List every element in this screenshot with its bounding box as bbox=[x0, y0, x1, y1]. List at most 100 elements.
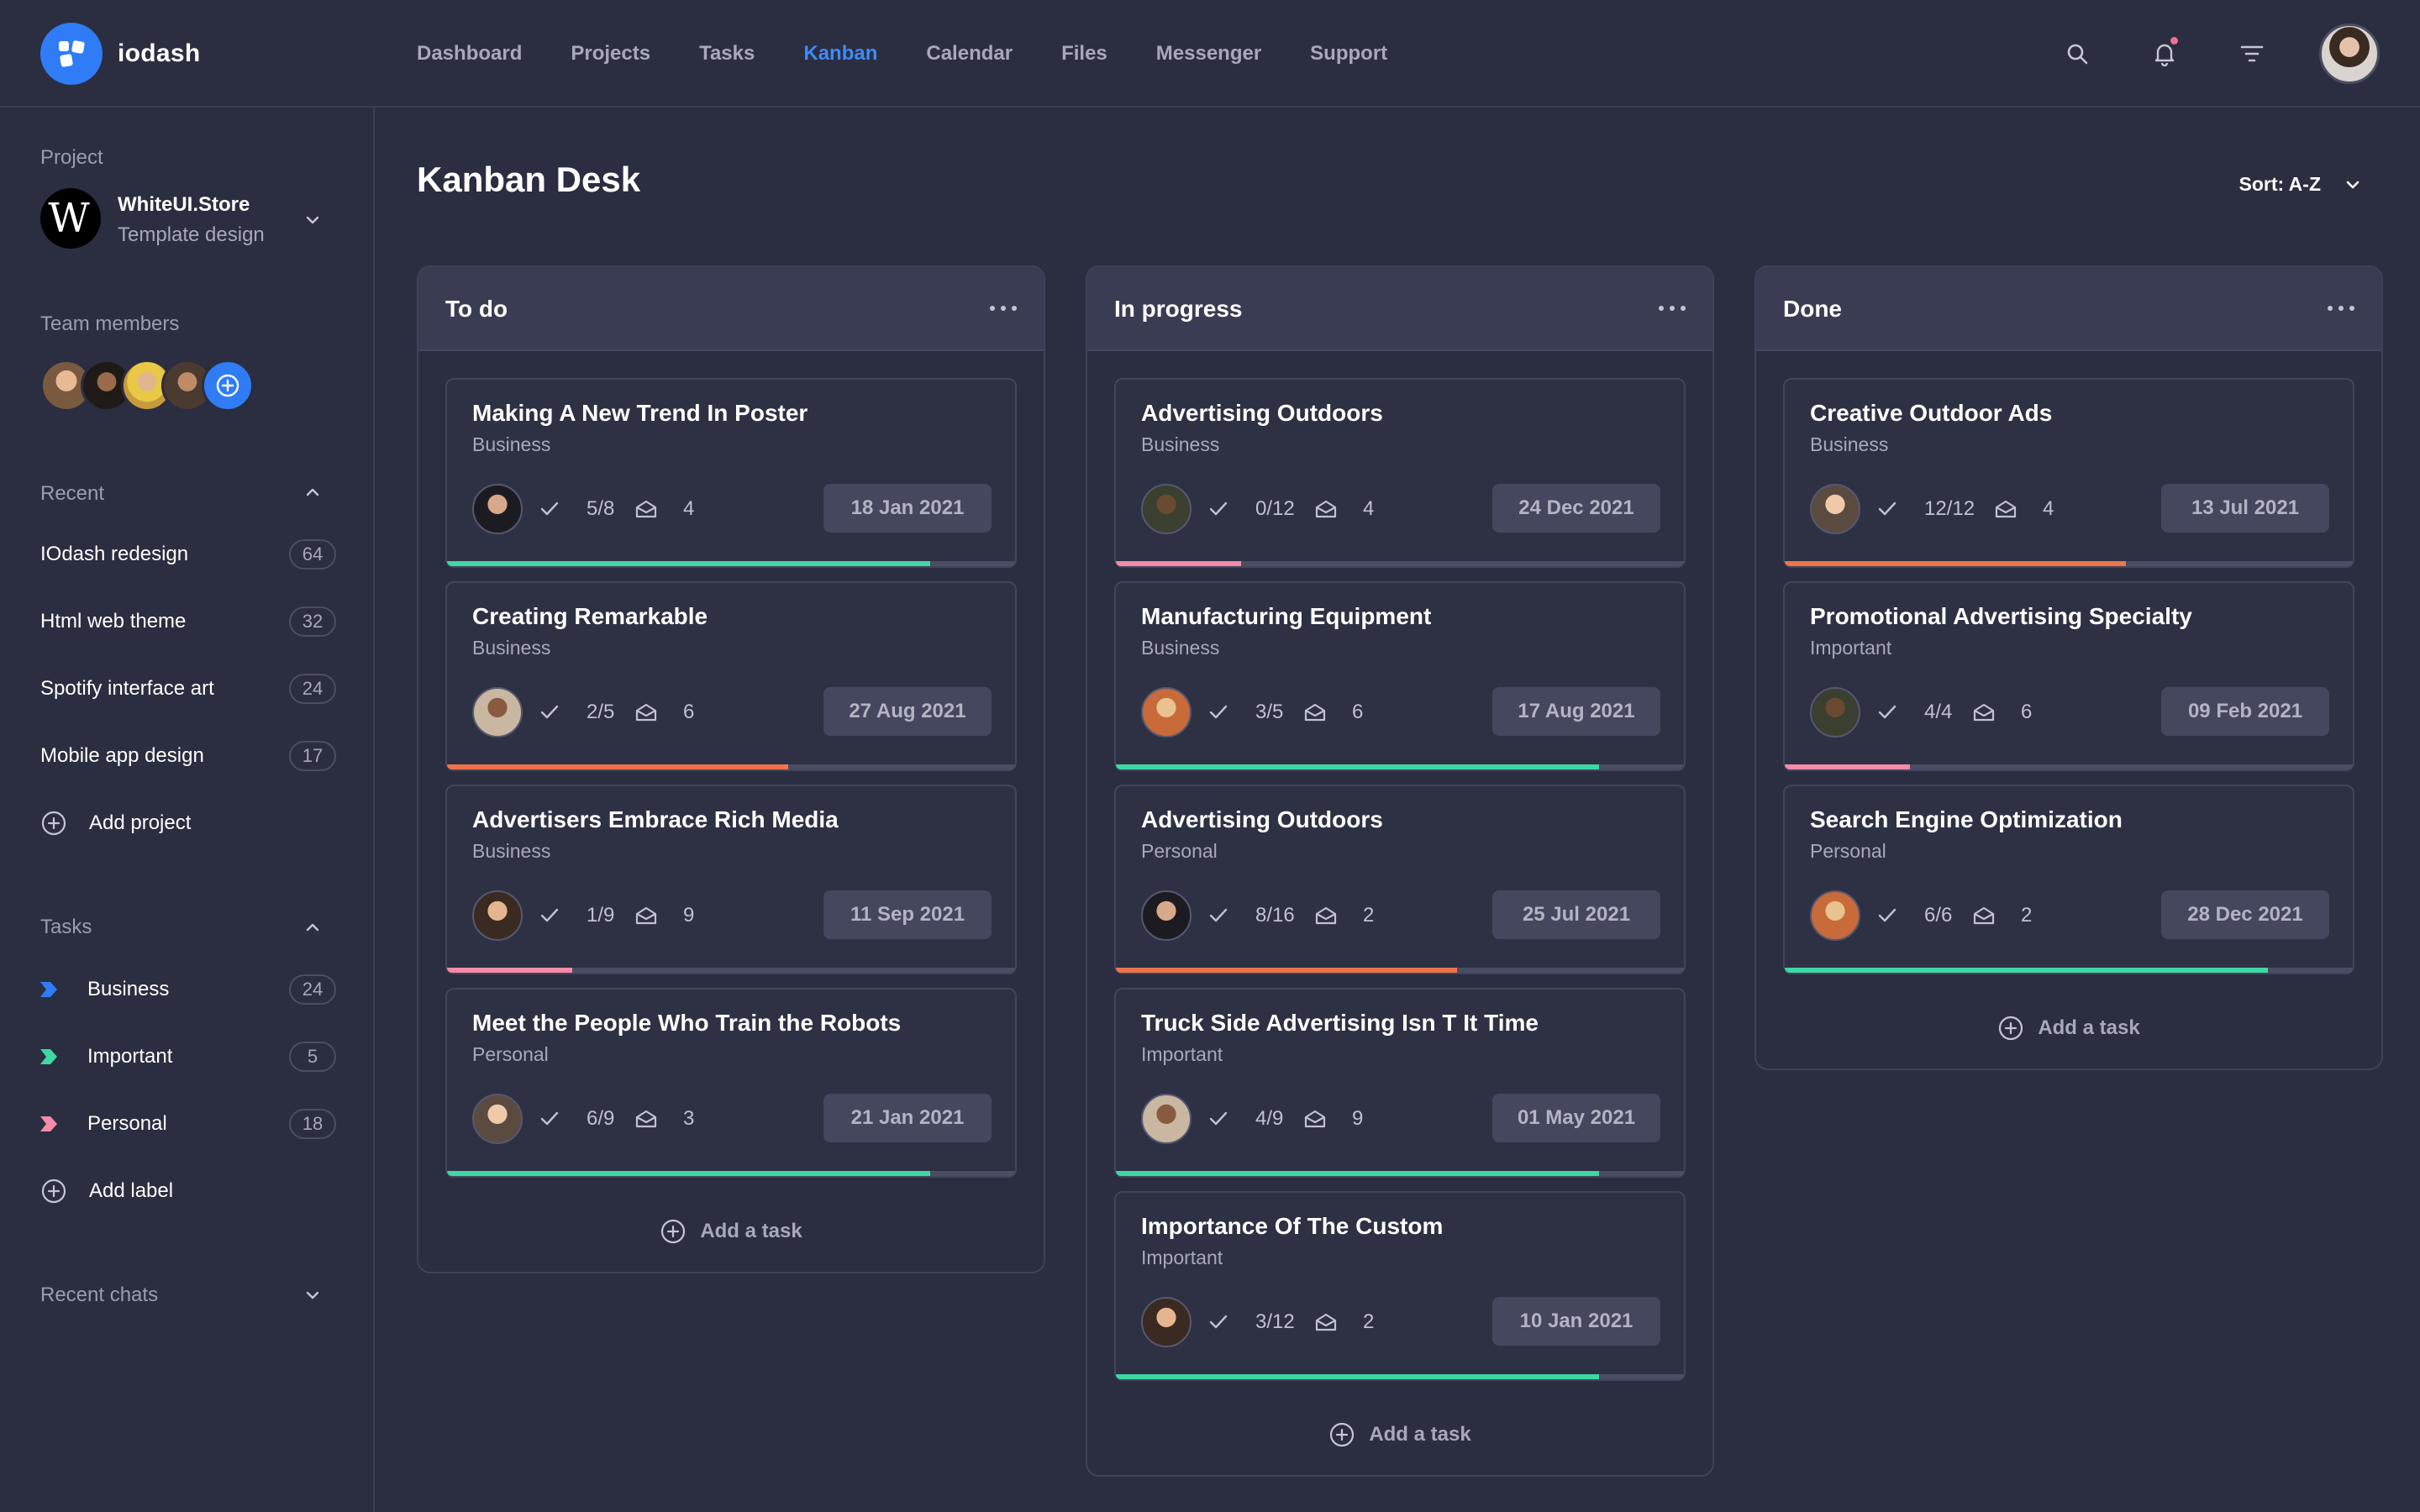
card-category: Business bbox=[472, 637, 551, 659]
more-options-icon[interactable] bbox=[2328, 296, 2354, 321]
assignee-avatar[interactable] bbox=[1810, 484, 1860, 534]
task-card[interactable]: Advertisers Embrace Rich Media Business 1/… bbox=[445, 785, 1017, 974]
due-date-badge: 27 Aug 2021 bbox=[823, 687, 992, 736]
project-logo: W bbox=[40, 188, 101, 249]
kanban-column: Done Creative Outdoor Ads Business 12/12 4 13… bbox=[1754, 265, 2383, 1070]
assignee-avatar[interactable] bbox=[472, 484, 523, 534]
more-options-icon[interactable] bbox=[990, 296, 1017, 321]
task-label-text: Important bbox=[87, 1045, 173, 1068]
assignee-avatar[interactable] bbox=[472, 687, 523, 738]
task-card[interactable]: Truck Side Advertising Isn T It Time Impo… bbox=[1114, 988, 1686, 1178]
recent-chats-chevron-down-icon[interactable] bbox=[302, 1285, 323, 1305]
task-card[interactable]: Meet the People Who Train the Robots Pers… bbox=[445, 988, 1017, 1178]
check-icon bbox=[539, 1110, 573, 1127]
nav-messenger[interactable]: Messenger bbox=[1155, 42, 1262, 65]
progress-fill bbox=[1785, 561, 2126, 566]
progress-bar bbox=[1785, 764, 2353, 769]
task-card[interactable]: Advertising Outdoors Business 0/12 4 24 Dec … bbox=[1114, 378, 1686, 568]
filter-icon[interactable] bbox=[2232, 34, 2272, 74]
recent-item[interactable]: Html web theme 32 bbox=[40, 605, 336, 638]
sort-dropdown[interactable]: Sort: A-Z bbox=[2238, 173, 2363, 196]
task-label-important[interactable]: Important 5 bbox=[40, 1040, 336, 1074]
message-value: 6 bbox=[1352, 701, 1364, 723]
checklist-value: 4/9 bbox=[1255, 1107, 1284, 1130]
card-category: Personal bbox=[1810, 840, 1886, 862]
recent-item[interactable]: IOdash redesign 64 bbox=[40, 538, 336, 571]
nav-calendar[interactable]: Calendar bbox=[926, 42, 1013, 65]
progress-fill bbox=[1785, 764, 1910, 769]
message-value: 4 bbox=[2043, 497, 2054, 520]
assignee-avatar[interactable] bbox=[1141, 484, 1192, 534]
task-card[interactable]: Importance Of The Custom Important 3/12 2 10… bbox=[1114, 1191, 1686, 1381]
progress-fill bbox=[1785, 968, 2268, 973]
task-card[interactable]: Manufacturing Equipment Business 3/5 6 17 Au… bbox=[1114, 581, 1686, 771]
task-card[interactable]: Advertising Outdoors Personal 8/16 2 25 Jul … bbox=[1114, 785, 1686, 974]
checklist-count: 0/12 bbox=[1208, 497, 1295, 521]
message-count: 9 bbox=[634, 904, 694, 927]
column-header: Done bbox=[1756, 267, 2381, 351]
nav-support[interactable]: Support bbox=[1310, 42, 1388, 65]
mail-icon bbox=[1303, 1109, 1340, 1129]
add-label-button[interactable]: Add label bbox=[40, 1174, 336, 1208]
add-task-label: Add a task bbox=[700, 1220, 802, 1242]
nav-projects[interactable]: Projects bbox=[571, 42, 651, 65]
task-card[interactable]: Search Engine Optimization Personal 6/6 2 28… bbox=[1783, 785, 2354, 974]
task-card[interactable]: Creating Remarkable Business 2/5 6 27 Aug 20… bbox=[445, 581, 1017, 771]
project-name: WhiteUI.Store bbox=[118, 193, 250, 216]
recent-item[interactable]: Spotify interface art 24 bbox=[40, 672, 336, 706]
assignee-avatar[interactable] bbox=[1141, 1094, 1192, 1144]
add-project-button[interactable]: Add project bbox=[40, 806, 336, 840]
card-title: Truck Side Advertising Isn T It Time bbox=[1141, 1010, 1539, 1036]
task-label-personal[interactable]: Personal 18 bbox=[40, 1107, 336, 1141]
card-title: Search Engine Optimization bbox=[1810, 806, 2123, 832]
task-label-business[interactable]: Business 24 bbox=[40, 973, 336, 1006]
due-date-badge: 10 Jan 2021 bbox=[1492, 1297, 1660, 1346]
project-chevron-down-icon[interactable] bbox=[302, 210, 323, 230]
due-date-badge: 28 Dec 2021 bbox=[2161, 890, 2329, 939]
assignee-avatar[interactable] bbox=[472, 890, 523, 941]
card-title: Advertising Outdoors bbox=[1141, 806, 1383, 832]
card-list: Creative Outdoor Ads Business 12/12 4 13 Jul… bbox=[1756, 351, 2381, 974]
card-title: Meet the People Who Train the Robots bbox=[472, 1010, 902, 1036]
mail-icon bbox=[1994, 499, 2031, 519]
recent-item[interactable]: Mobile app design 17 bbox=[40, 739, 336, 773]
add-task-button[interactable]: Add a task bbox=[418, 1191, 1044, 1272]
mail-icon bbox=[1314, 906, 1351, 926]
check-icon bbox=[1208, 907, 1242, 924]
nav-dashboard[interactable]: Dashboard bbox=[417, 42, 523, 65]
search-icon[interactable] bbox=[2057, 34, 2097, 74]
tasks-chevron-up-icon[interactable] bbox=[302, 917, 323, 937]
assignee-avatar[interactable] bbox=[1141, 890, 1192, 941]
progress-bar bbox=[447, 1171, 1015, 1176]
progress-bar bbox=[1785, 968, 2353, 973]
card-category: Business bbox=[1141, 637, 1220, 659]
message-value: 2 bbox=[2021, 904, 2033, 927]
mail-icon bbox=[1972, 906, 2009, 926]
task-card[interactable]: Promotional Advertising Specialty Importa… bbox=[1783, 581, 2354, 771]
card-title: Making A New Trend In Poster bbox=[472, 400, 808, 426]
add-task-button[interactable]: Add a task bbox=[1087, 1394, 1712, 1475]
more-options-icon[interactable] bbox=[1659, 296, 1686, 321]
task-card[interactable]: Making A New Trend In Poster Business 5/8 4… bbox=[445, 378, 1017, 568]
checklist-count: 1/9 bbox=[539, 904, 614, 927]
app-logo[interactable]: iodash bbox=[40, 23, 200, 85]
assignee-avatar[interactable] bbox=[1810, 890, 1860, 941]
bell-icon[interactable] bbox=[2144, 34, 2185, 74]
assignee-avatar[interactable] bbox=[1141, 1297, 1192, 1347]
checklist-count: 4/9 bbox=[1208, 1107, 1283, 1131]
add-member-button[interactable] bbox=[202, 360, 254, 412]
user-avatar[interactable] bbox=[2319, 24, 2380, 84]
notification-dot bbox=[2170, 37, 2178, 45]
card-category: Important bbox=[1141, 1247, 1223, 1268]
assignee-avatar[interactable] bbox=[1810, 687, 1860, 738]
nav-kanban[interactable]: Kanban bbox=[803, 42, 878, 65]
add-task-button[interactable]: Add a task bbox=[1756, 988, 2381, 1068]
task-card[interactable]: Creative Outdoor Ads Business 12/12 4 13 Jul… bbox=[1783, 378, 2354, 568]
assignee-avatar[interactable] bbox=[472, 1094, 523, 1144]
recent-item-label: IOdash redesign bbox=[40, 543, 189, 565]
due-date-badge: 21 Jan 2021 bbox=[823, 1094, 992, 1142]
nav-tasks[interactable]: Tasks bbox=[699, 42, 755, 65]
recent-chevron-up-icon[interactable] bbox=[302, 482, 323, 502]
assignee-avatar[interactable] bbox=[1141, 687, 1192, 738]
nav-files[interactable]: Files bbox=[1061, 42, 1107, 65]
